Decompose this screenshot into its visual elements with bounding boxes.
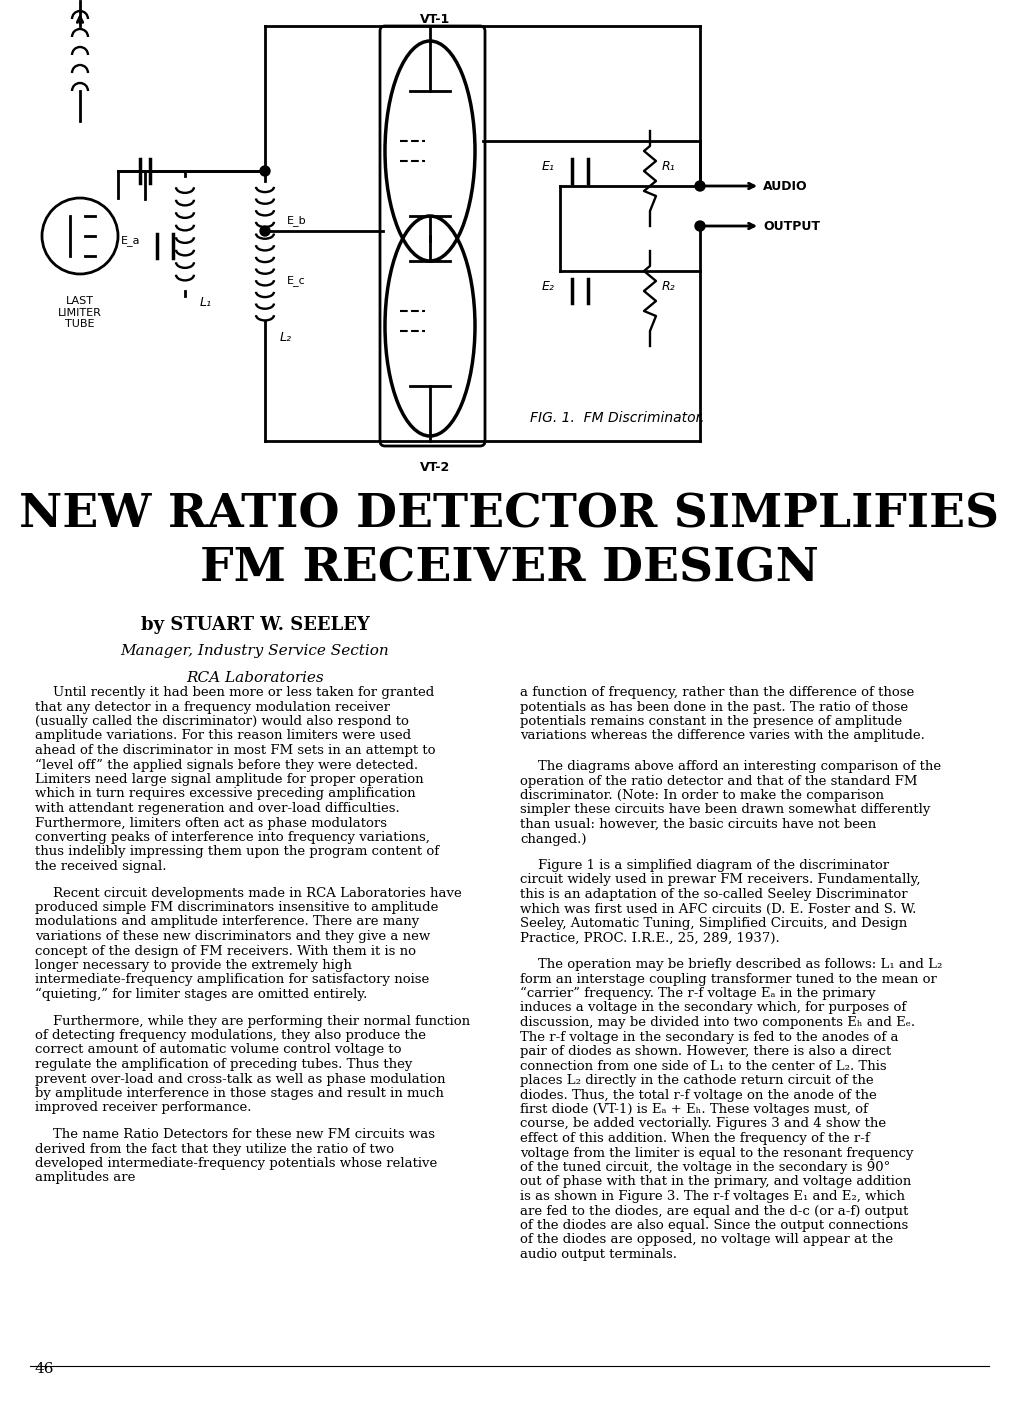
Text: of detecting frequency modulations, they also produce the: of detecting frequency modulations, they… — [35, 1028, 426, 1042]
Text: connection from one side of L₁ to the center of L₂. This: connection from one side of L₁ to the ce… — [520, 1059, 887, 1073]
Text: by amplitude interference in those stages and result in much: by amplitude interference in those stage… — [35, 1087, 444, 1100]
Text: of the diodes are also equal. Since the output connections: of the diodes are also equal. Since the … — [520, 1219, 908, 1231]
Text: changed.): changed.) — [520, 832, 587, 845]
Text: L₂: L₂ — [280, 331, 292, 345]
Text: voltage from the limiter is equal to the resonant frequency: voltage from the limiter is equal to the… — [520, 1146, 913, 1160]
Text: variations whereas the difference varies with the amplitude.: variations whereas the difference varies… — [520, 730, 925, 743]
Text: converting peaks of interference into frequency variations,: converting peaks of interference into fr… — [35, 831, 430, 843]
Text: which in turn requires excessive preceding amplification: which in turn requires excessive precedi… — [35, 787, 416, 800]
Text: form an interstage coupling transformer tuned to the mean or: form an interstage coupling transformer … — [520, 972, 936, 985]
Text: audio output terminals.: audio output terminals. — [520, 1248, 677, 1261]
Text: with attendant regeneration and over-load difficulties.: with attendant regeneration and over-loa… — [35, 801, 399, 815]
Text: effect of this addition. When the frequency of the r-f: effect of this addition. When the freque… — [520, 1132, 870, 1145]
Text: R₂: R₂ — [662, 280, 676, 293]
Circle shape — [695, 221, 705, 231]
Text: circuit widely used in prewar FM receivers. Fundamentally,: circuit widely used in prewar FM receive… — [520, 873, 920, 887]
Text: “level off” the applied signals before they were detected.: “level off” the applied signals before t… — [35, 758, 418, 772]
Text: produced simple FM discriminators insensitive to amplitude: produced simple FM discriminators insens… — [35, 901, 438, 913]
Text: diodes. Thus, the total r-f voltage on the anode of the: diodes. Thus, the total r-f voltage on t… — [520, 1089, 876, 1101]
Text: simpler these circuits have been drawn somewhat differently: simpler these circuits have been drawn s… — [520, 804, 930, 817]
Text: Figure 1 is a simplified diagram of the discriminator: Figure 1 is a simplified diagram of the … — [538, 859, 890, 871]
Text: the received signal.: the received signal. — [35, 860, 166, 873]
Text: amplitudes are: amplitudes are — [35, 1171, 136, 1184]
Text: is as shown in Figure 3. The r-f voltages E₁ and E₂, which: is as shown in Figure 3. The r-f voltage… — [520, 1189, 905, 1203]
Circle shape — [260, 165, 270, 177]
Text: course, be added vectorially. Figures 3 and 4 show the: course, be added vectorially. Figures 3 … — [520, 1118, 887, 1131]
Text: The diagrams above afford an interesting comparison of the: The diagrams above afford an interesting… — [538, 759, 942, 773]
Text: Practice, PROC. I.R.E., 25, 289, 1937).: Practice, PROC. I.R.E., 25, 289, 1937). — [520, 932, 780, 944]
Text: which was first used in AFC circuits (D. E. Foster and S. W.: which was first used in AFC circuits (D.… — [520, 902, 916, 915]
Text: modulations and amplitude interference. There are many: modulations and amplitude interference. … — [35, 915, 419, 929]
Text: Manager, Industry Service Section: Manager, Industry Service Section — [120, 644, 389, 658]
Text: improved receiver performance.: improved receiver performance. — [35, 1101, 252, 1115]
Text: potentials remains constant in the presence of amplitude: potentials remains constant in the prese… — [520, 715, 902, 729]
Text: The operation may be briefly described as follows: L₁ and L₂: The operation may be briefly described a… — [538, 958, 943, 971]
Text: places L₂ directly in the cathode return circuit of the: places L₂ directly in the cathode return… — [520, 1075, 873, 1087]
Circle shape — [695, 181, 705, 191]
Text: intermediate-frequency amplification for satisfactory noise: intermediate-frequency amplification for… — [35, 974, 429, 986]
Text: “carrier” frequency. The r-f voltage Eₐ in the primary: “carrier” frequency. The r-f voltage Eₐ … — [520, 986, 875, 1000]
Text: The r-f voltage in the secondary is fed to the anodes of a: The r-f voltage in the secondary is fed … — [520, 1031, 899, 1044]
Text: derived from the fact that they utilize the ratio of two: derived from the fact that they utilize … — [35, 1142, 394, 1156]
Text: FM RECEIVER DESIGN: FM RECEIVER DESIGN — [200, 546, 818, 593]
Text: than usual: however, the basic circuits have not been: than usual: however, the basic circuits … — [520, 818, 876, 831]
Text: developed intermediate-frequency potentials whose relative: developed intermediate-frequency potenti… — [35, 1157, 437, 1170]
Text: out of phase with that in the primary, and voltage addition: out of phase with that in the primary, a… — [520, 1175, 911, 1188]
Text: L₁: L₁ — [200, 296, 212, 310]
Text: correct amount of automatic volume control voltage to: correct amount of automatic volume contr… — [35, 1044, 401, 1056]
Text: are fed to the diodes, are equal and the d-c (or a-f) output: are fed to the diodes, are equal and the… — [520, 1205, 908, 1217]
Text: VT-1: VT-1 — [420, 13, 450, 27]
Text: ahead of the discriminator in most FM sets in an attempt to: ahead of the discriminator in most FM se… — [35, 744, 435, 757]
Text: of the diodes are opposed, no voltage will appear at the: of the diodes are opposed, no voltage wi… — [520, 1233, 893, 1247]
Text: NEW RATIO DETECTOR SIMPLIFIES: NEW RATIO DETECTOR SIMPLIFIES — [19, 490, 999, 537]
Text: discussion, may be divided into two components Eₕ and Eₑ.: discussion, may be divided into two comp… — [520, 1016, 915, 1028]
Text: that any detector in a frequency modulation receiver: that any detector in a frequency modulat… — [35, 700, 390, 713]
Text: this is an adaptation of the so-called Seeley Discriminator: this is an adaptation of the so-called S… — [520, 888, 908, 901]
Text: “quieting,” for limiter stages are omitted entirely.: “quieting,” for limiter stages are omitt… — [35, 988, 368, 1002]
Text: thus indelibly impressing them upon the program content of: thus indelibly impressing them upon the … — [35, 845, 439, 859]
Text: pair of diodes as shown. However, there is also a direct: pair of diodes as shown. However, there … — [520, 1045, 892, 1058]
Text: Furthermore, while they are performing their normal function: Furthermore, while they are performing t… — [53, 1014, 470, 1027]
Text: regulate the amplification of preceding tubes. Thus they: regulate the amplification of preceding … — [35, 1058, 413, 1070]
Text: a function of frequency, rather than the difference of those: a function of frequency, rather than the… — [520, 686, 914, 699]
Text: (usually called the discriminator) would also respond to: (usually called the discriminator) would… — [35, 715, 409, 729]
Text: prevent over-load and cross-talk as well as phase modulation: prevent over-load and cross-talk as well… — [35, 1073, 445, 1086]
Text: OUTPUT: OUTPUT — [763, 220, 820, 233]
Text: discriminator. (Note: In order to make the comparison: discriminator. (Note: In order to make t… — [520, 789, 884, 801]
Text: E_b: E_b — [287, 216, 307, 227]
Text: variations of these new discriminators and they give a new: variations of these new discriminators a… — [35, 930, 430, 943]
Text: induces a voltage in the secondary which, for purposes of: induces a voltage in the secondary which… — [520, 1002, 906, 1014]
Text: R₁: R₁ — [662, 160, 676, 172]
Text: E₂: E₂ — [542, 280, 555, 293]
Text: Limiters need large signal amplitude for proper operation: Limiters need large signal amplitude for… — [35, 773, 424, 786]
Text: 46: 46 — [35, 1362, 54, 1376]
Text: Until recently it had been more or less taken for granted: Until recently it had been more or less … — [53, 686, 434, 699]
Text: LAST
LIMITER
TUBE: LAST LIMITER TUBE — [58, 296, 102, 329]
Text: first diode (VT-1) is Eₐ + Eₕ. These voltages must, of: first diode (VT-1) is Eₐ + Eₕ. These vol… — [520, 1103, 868, 1117]
Text: Recent circuit developments made in RCA Laboratories have: Recent circuit developments made in RCA … — [53, 887, 462, 899]
Text: amplitude variations. For this reason limiters were used: amplitude variations. For this reason li… — [35, 730, 411, 743]
Text: potentials as has been done in the past. The ratio of those: potentials as has been done in the past.… — [520, 700, 908, 713]
Text: AUDIO: AUDIO — [763, 179, 808, 192]
Text: FIG. 1.  FM Discriminator.: FIG. 1. FM Discriminator. — [530, 410, 704, 425]
Text: of the tuned circuit, the voltage in the secondary is 90°: of the tuned circuit, the voltage in the… — [520, 1161, 891, 1174]
Text: RCA Laboratories: RCA Laboratories — [186, 671, 324, 685]
Text: The name Ratio Detectors for these new FM circuits was: The name Ratio Detectors for these new F… — [53, 1128, 435, 1140]
Text: E_c: E_c — [287, 276, 306, 286]
Text: Seeley, Automatic Tuning, Simplified Circuits, and Design: Seeley, Automatic Tuning, Simplified Cir… — [520, 918, 907, 930]
Text: Furthermore, limiters often act as phase modulators: Furthermore, limiters often act as phase… — [35, 817, 387, 829]
Text: concept of the design of FM receivers. With them it is no: concept of the design of FM receivers. W… — [35, 944, 416, 957]
Text: E_a: E_a — [120, 235, 140, 247]
Text: longer necessary to provide the extremely high: longer necessary to provide the extremel… — [35, 960, 352, 972]
Text: VT-2: VT-2 — [420, 461, 450, 474]
Circle shape — [260, 226, 270, 235]
Text: operation of the ratio detector and that of the standard FM: operation of the ratio detector and that… — [520, 775, 917, 787]
Text: E₁: E₁ — [542, 160, 555, 172]
Text: by STUART W. SEELEY: by STUART W. SEELEY — [141, 616, 369, 635]
